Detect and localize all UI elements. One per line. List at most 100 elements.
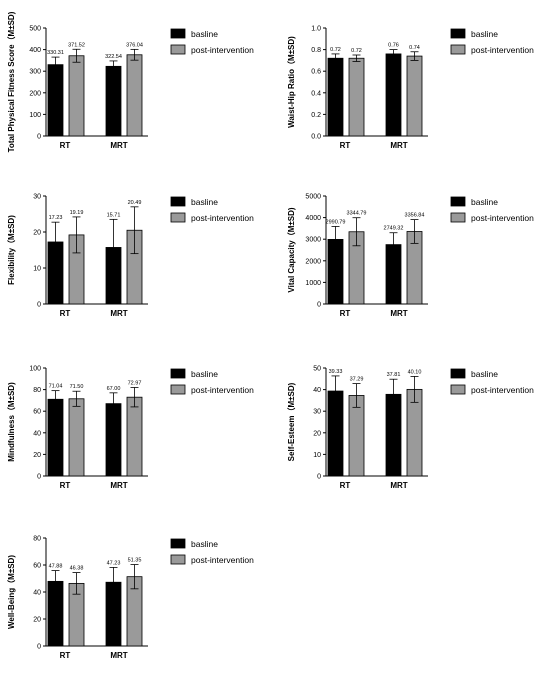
- legend-label: basline: [471, 29, 498, 39]
- legend-swatch: [450, 28, 466, 39]
- chart-vital-capacity: Vital Capacity（M±SD) 0 1000 2000 3000 4000 500…: [280, 168, 550, 333]
- data-label: 71.50: [70, 384, 84, 390]
- x-tick-label: MRT: [110, 651, 127, 660]
- legend-swatch: [170, 28, 186, 39]
- y-tick-label: 80: [33, 536, 41, 543]
- legend-label: basline: [191, 197, 218, 207]
- data-label: 376.04: [126, 42, 143, 48]
- y-tick-label: 0: [37, 644, 41, 651]
- legend-swatch: [170, 538, 186, 549]
- y-tick-label: 100: [29, 112, 41, 119]
- y-axis-label: Vital Capacity（M±SD): [286, 207, 296, 292]
- data-label: 67.00: [107, 386, 121, 392]
- legend-swatch: [170, 212, 186, 223]
- y-tick-label: 0.8: [311, 47, 321, 54]
- y-tick-label: 2000: [305, 258, 321, 265]
- legend-label: post-intervention: [471, 213, 534, 223]
- y-tick-label: 0: [317, 474, 321, 481]
- y-axis-label: Waist-Hip Ratio（M±SD): [286, 36, 296, 128]
- y-tick-label: 3000: [305, 237, 321, 244]
- data-label: 322.54: [105, 54, 122, 60]
- y-tick-label: 0.4: [311, 90, 321, 97]
- x-tick-label: MRT: [390, 309, 407, 318]
- chart-svg: Waist-Hip Ratio（M±SD) 0.0 0.2 0.4 0.6 0.8 1.0 0…: [286, 26, 534, 151]
- legend-swatch: [170, 554, 186, 565]
- x-tick-label: MRT: [110, 309, 127, 318]
- bar-baseline-mrt: [385, 53, 402, 137]
- legend-swatch: [170, 368, 186, 379]
- data-label: 15.71: [107, 212, 121, 218]
- chart-svg: Total Physical Fitness Score（M±SD) 0 100 20…: [6, 11, 254, 152]
- x-tick-label: MRT: [110, 141, 127, 150]
- bar-post-mrt: [406, 55, 423, 137]
- chart-svg: Mindfulness（M±SD) 0 20 40 60 80 100 71.04 67.00 7…: [6, 366, 254, 491]
- legend-label: basline: [191, 539, 218, 549]
- bar-post-mrt: [126, 396, 143, 477]
- y-tick-label: 0: [37, 302, 41, 309]
- bar-post-rt: [348, 57, 365, 137]
- chart-svg: Well-Being（M±SD) 0 20 40 60 80 47.88 47.23 46.38…: [6, 536, 254, 661]
- data-label: 0.76: [388, 43, 399, 49]
- y-tick-label: 10: [33, 266, 41, 273]
- data-label: 371.52: [68, 42, 85, 48]
- y-tick-label: 40: [33, 590, 41, 597]
- y-tick-label: 20: [33, 230, 41, 237]
- data-label: 37.81: [387, 372, 401, 378]
- y-tick-label: 0: [317, 302, 321, 309]
- y-axis-label: Flexibility（M±SD): [6, 215, 16, 285]
- legend-label: post-intervention: [191, 213, 254, 223]
- y-tick-label: 400: [29, 47, 41, 54]
- x-tick-label: MRT: [110, 481, 127, 490]
- legend-label: basline: [471, 197, 498, 207]
- chart-svg: Flexibility（M±SD) 0 10 20 30 17.23 15.71 19.19 2…: [6, 194, 254, 319]
- data-label: 72.97: [128, 380, 142, 386]
- legend-swatch: [450, 368, 466, 379]
- x-tick-label: RT: [340, 309, 351, 318]
- legend-label: post-intervention: [191, 45, 254, 55]
- y-tick-label: 1.0: [311, 26, 321, 33]
- y-tick-label: 0.6: [311, 69, 321, 76]
- y-tick-label: 300: [29, 69, 41, 76]
- data-label: 40.10: [408, 369, 422, 375]
- y-tick-label: 5000: [305, 194, 321, 201]
- y-axis-label: Mindfulness（M±SD): [6, 382, 16, 462]
- chart-waist-hip-ratio: Waist-Hip Ratio（M±SD) 0.0 0.2 0.4 0.6 0.8 1.0 0…: [280, 0, 550, 165]
- chart-flexibility: Flexibility（M±SD) 0 10 20 30 17.23 15.71 19.19 2…: [0, 168, 270, 333]
- data-label: 46.38: [70, 566, 84, 572]
- legend-label: basline: [191, 369, 218, 379]
- legend-swatch: [450, 212, 466, 223]
- y-axis-label: Well-Being（M±SD): [6, 555, 16, 629]
- data-label: 3356.84: [405, 213, 425, 219]
- y-tick-label: 30: [33, 194, 41, 201]
- y-tick-label: 500: [29, 26, 41, 33]
- y-tick-label: 200: [29, 90, 41, 97]
- y-tick-label: 20: [33, 617, 41, 624]
- y-tick-label: 60: [33, 409, 41, 416]
- legend-label: basline: [191, 29, 218, 39]
- y-tick-label: 20: [313, 430, 321, 437]
- chart-total-fitness: Total Physical Fitness Score（M±SD) 0 100 20…: [0, 0, 270, 165]
- y-tick-label: 100: [29, 366, 41, 373]
- y-tick-label: 4000: [305, 215, 321, 222]
- y-tick-label: 50: [313, 366, 321, 373]
- data-label: 0.72: [351, 48, 362, 54]
- data-label: 0.72: [330, 47, 341, 53]
- x-tick-label: RT: [60, 651, 71, 660]
- chart-self-esteem: Self-Esteem（M±SD) 0 10 20 30 40 50 39.33 37.81 37…: [280, 340, 550, 505]
- y-tick-label: 10: [313, 452, 321, 459]
- legend-label: post-intervention: [471, 45, 534, 55]
- chart-svg: Self-Esteem（M±SD) 0 10 20 30 40 50 39.33 37.81 37…: [286, 366, 534, 491]
- y-tick-label: 1000: [305, 280, 321, 287]
- data-label: 47.23: [107, 560, 121, 566]
- bar-baseline-rt: [327, 57, 344, 137]
- y-tick-label: 40: [313, 387, 321, 394]
- bar-baseline-rt: [47, 64, 64, 137]
- data-label: 20.49: [128, 200, 142, 206]
- legend-swatch: [170, 196, 186, 207]
- y-tick-label: 20: [33, 452, 41, 459]
- data-label: 3344.79: [347, 211, 367, 217]
- bar-post-rt: [68, 55, 85, 137]
- data-label: 71.04: [49, 384, 63, 390]
- y-tick-label: 60: [33, 563, 41, 570]
- bar-baseline-rt: [47, 398, 64, 477]
